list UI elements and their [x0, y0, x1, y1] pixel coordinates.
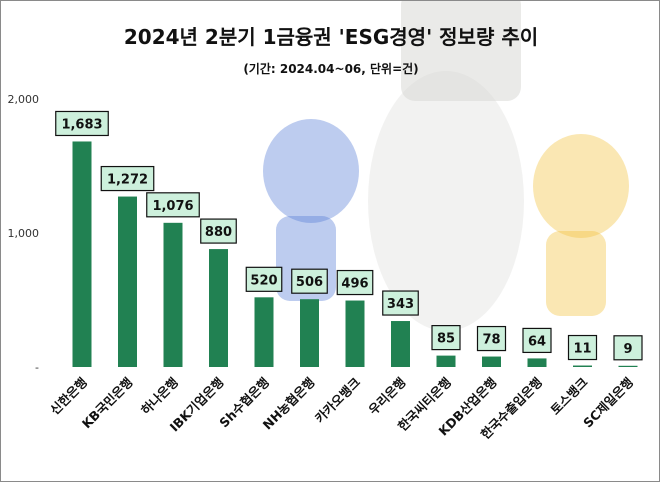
data-label-box [336, 269, 374, 296]
bar [163, 222, 183, 367]
bar [72, 141, 92, 367]
data-label-box [567, 334, 598, 361]
bar [436, 355, 456, 367]
bar [618, 365, 638, 367]
x-tick-label: 우리은행 [365, 375, 408, 418]
data-label: 9 [623, 342, 632, 357]
bar [573, 365, 592, 367]
bar [300, 299, 319, 367]
data-label-box [431, 325, 461, 351]
bar [527, 358, 547, 367]
data-label: 1,683 [61, 117, 102, 132]
bar [254, 297, 274, 367]
bar [209, 249, 228, 367]
y-tick-label: 2,000 [8, 93, 40, 106]
data-labels: 1,683 1,272 1,076 880 520 506 496 343 85 78 64 11 9 [55, 110, 643, 361]
bar [482, 356, 501, 367]
chart-subtitle: (기간: 2024.04~06, 단위=건) [243, 62, 419, 76]
data-label: 343 [387, 297, 414, 312]
data-label: 520 [250, 273, 277, 288]
bars [72, 141, 638, 367]
data-label: 85 [437, 332, 455, 347]
y-axis: - 1,000 2,000 [8, 93, 40, 374]
data-label: 1,076 [152, 199, 193, 214]
data-label-box [291, 268, 328, 294]
data-label-box [100, 165, 155, 192]
y-tick-label: 1,000 [8, 227, 40, 240]
x-tick-label: 하나은행 [138, 375, 181, 418]
data-label-box [382, 290, 419, 316]
chart-title: 2024년 2분기 1금융권 'ESG경영' 정보량 추이 [123, 25, 539, 49]
bar [118, 196, 137, 367]
data-label-box [200, 218, 237, 244]
data-label: 11 [573, 342, 591, 357]
bar [345, 300, 365, 367]
data-label-box [146, 192, 200, 218]
x-tick-label: 신한은행 [47, 375, 90, 418]
y-tick-label: - [35, 361, 39, 374]
bar [391, 321, 410, 367]
data-label-box [613, 335, 643, 361]
data-label: 506 [296, 275, 323, 290]
data-label: 78 [482, 333, 500, 348]
x-tick-label: 카카오뱅크 [312, 374, 364, 426]
data-label: 496 [341, 277, 368, 292]
data-label-box [245, 266, 283, 292]
data-label: 64 [528, 334, 546, 349]
x-tick-label: SC제일은행 [580, 375, 636, 431]
x-tick-label: 토스뱅크 [547, 374, 590, 417]
data-label-box [522, 327, 552, 354]
data-label: 1,272 [107, 173, 148, 188]
data-label-box [55, 110, 109, 137]
data-label: 880 [205, 225, 232, 240]
data-label-box [476, 325, 507, 352]
